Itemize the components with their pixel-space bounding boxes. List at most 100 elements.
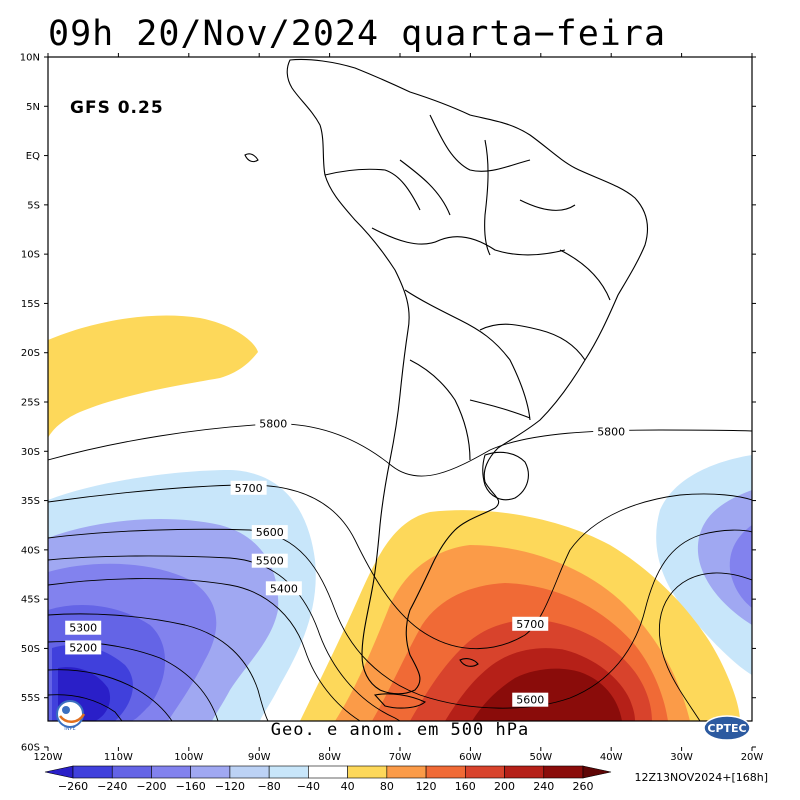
svg-text:CPTEC: CPTEC: [707, 722, 746, 735]
contour-line-5100: [48, 669, 173, 721]
lat-label: 20S: [21, 348, 40, 359]
map-title: 09h 20/Nov/2024 quarta−feira: [48, 14, 667, 54]
coastlines-and-borders: [244, 58, 649, 709]
svg-text:INPE: INPE: [64, 726, 75, 732]
contour-line-5800: [48, 423, 752, 477]
contour-label-bg: [593, 424, 630, 439]
colorbar-label: 40: [341, 780, 355, 793]
model-run-label: 12Z13NOV2024+[168h]: [634, 771, 768, 784]
contour-label-bg: [512, 692, 549, 707]
contour-label-bg: [251, 553, 288, 568]
colorbar-segment: [425, 765, 466, 779]
south-america-coastline: [286, 58, 649, 695]
colorbar-label: −260: [58, 780, 88, 793]
contour-labels: 5800 5800 5700 5700 5600 5600 5500 5400 5300 5200: [65, 416, 630, 707]
anomaly-region-negative-atlantic-3: [729, 525, 752, 608]
colorbar-label: −240: [97, 780, 127, 793]
lon-label: 120W: [34, 752, 63, 763]
colorbar-segment: [111, 765, 152, 779]
lat-label: 30S: [21, 447, 40, 458]
lon-label: 60W: [459, 752, 482, 763]
colorbar-segment: [543, 765, 584, 779]
contour-label-5600: 5600: [516, 694, 544, 707]
colorbar-arrow-right: [582, 765, 612, 779]
country-border-8: [484, 139, 491, 256]
colorbar-segment: [72, 765, 113, 779]
colorbar-label: 200: [494, 780, 515, 793]
lat-label: 25S: [21, 398, 40, 409]
colorbar-label: 260: [573, 780, 594, 793]
contour-line-5000: [48, 694, 123, 721]
lat-label: 5N: [26, 102, 40, 113]
lon-label: 30W: [670, 752, 693, 763]
anomaly-colorbar: −260 −240 −200 −160 −120 −80 −40 40 80 120 160 200 2…: [44, 765, 612, 793]
inpe-logo: INPE: [56, 700, 86, 732]
colorbar-segment: [229, 765, 270, 779]
lon-label: 100W: [174, 752, 203, 763]
lon-label: 40W: [600, 752, 623, 763]
colorbar-label: 120: [416, 780, 437, 793]
colorbar-label: 80: [380, 780, 394, 793]
contour-label-bg: [230, 480, 267, 495]
colorbar-segment: [386, 765, 427, 779]
colorbar-segment: [347, 765, 388, 779]
lon-label: 20W: [741, 752, 764, 763]
uruguay-outline: [482, 451, 529, 501]
colorbar-segment: [504, 765, 545, 779]
contour-label-5400: 5400: [270, 582, 298, 595]
colorbar-segment: [268, 765, 309, 779]
contour-label-bg: [65, 640, 102, 655]
lon-label: 110W: [104, 752, 133, 763]
lat-label: 5S: [27, 200, 40, 211]
contour-label-bg: [255, 416, 292, 431]
contour-label-bg: [512, 616, 549, 631]
contour-line-5400: [48, 578, 361, 721]
lat-label: 40S: [21, 545, 40, 556]
country-border-6: [429, 114, 531, 172]
country-border-9: [519, 199, 576, 211]
country-border-5: [479, 323, 586, 361]
colorbar-segment: [465, 765, 505, 779]
contour-label-5700: 5700: [516, 618, 544, 631]
contour-line-5700-east: [658, 572, 752, 721]
lat-label: EQ: [26, 151, 40, 162]
lat-label: 50S: [21, 644, 40, 655]
lon-label: 50W: [529, 752, 552, 763]
country-border-4: [409, 359, 471, 461]
contour-label-bg: [265, 581, 302, 596]
tierra-del-fuego: [373, 693, 427, 709]
country-border-3: [404, 289, 531, 421]
lat-label: 55S: [21, 693, 40, 704]
country-border-7: [399, 159, 451, 216]
colorbar-label: −160: [176, 780, 206, 793]
cptec-logo: CPTEC: [703, 715, 751, 741]
lon-label: 70W: [389, 752, 412, 763]
lat-label: 35S: [21, 496, 40, 507]
colorbar-segment: [190, 765, 231, 779]
contour-label-bg: [65, 620, 102, 635]
longitude-ticks: 120W 110W 100W 90W 80W 70W 60W 50W 40W 30W 20W: [34, 53, 764, 763]
colorbar-label: 240: [533, 780, 554, 793]
lat-label: 45S: [21, 595, 40, 606]
colorbar-label: −120: [215, 780, 245, 793]
country-border-10: [559, 249, 611, 301]
contour-label-5800: 5800: [597, 426, 625, 439]
latitude-ticks: 10N 5N EQ 5S 10S 15S 20S 25S 30S 35S 40S 45S 50S 55S 6…: [20, 53, 756, 754]
footer-caption: Geo. e anom. em 500 hPa: [271, 720, 529, 740]
colorbar-label: 160: [455, 780, 476, 793]
country-border-1: [324, 168, 421, 211]
anomaly-region-positive-pacific: [48, 315, 258, 438]
country-border-2: [371, 227, 566, 256]
contour-line-5300: [48, 613, 269, 721]
colorbar-label: −80: [258, 780, 281, 793]
contour-label-bg: [251, 525, 288, 540]
contour-label-5300: 5300: [69, 622, 97, 635]
contour-line-5500: [48, 555, 401, 721]
falkland-islands: [459, 658, 479, 667]
colorbar-label: −200: [136, 780, 166, 793]
anomaly-shading: [48, 315, 752, 721]
contour-label-5200: 5200: [69, 641, 97, 654]
lat-label: 60S: [21, 743, 40, 754]
model-label: GFS 0.25: [70, 98, 164, 118]
